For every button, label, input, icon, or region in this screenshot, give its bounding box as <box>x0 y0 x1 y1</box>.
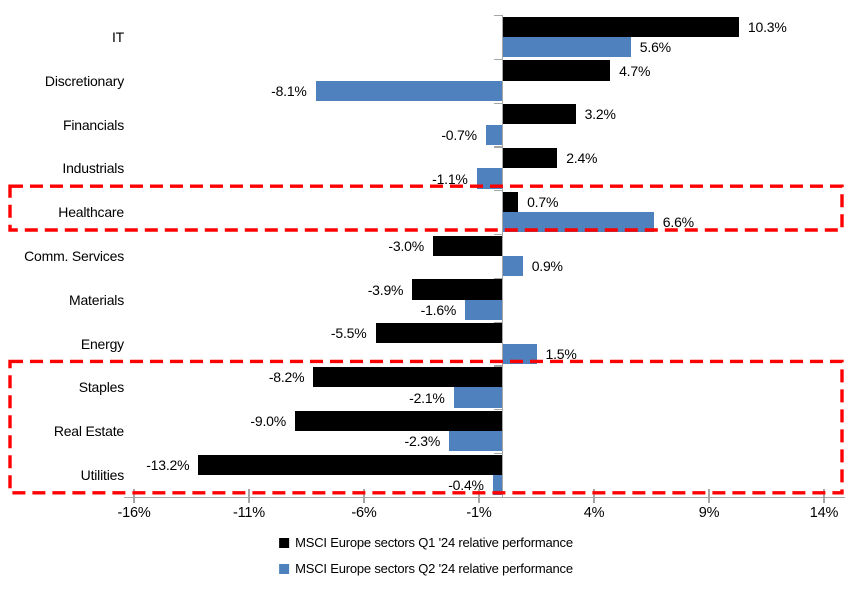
bar-q2 <box>502 256 523 277</box>
bar-q1 <box>412 279 502 300</box>
value-label: 0.9% <box>531 258 563 275</box>
legend: MSCI Europe sectors Q1 '24 relative perf… <box>279 535 573 576</box>
x-axis-tick-label: 9% <box>698 505 720 521</box>
value-axis-tick <box>248 489 250 503</box>
value-label: 5.6% <box>639 39 671 56</box>
value-label: -9.0% <box>250 412 286 429</box>
value-label: 10.3% <box>747 18 787 35</box>
bar-q2 <box>315 80 502 102</box>
value-axis-tick <box>133 489 135 503</box>
bar-q1 <box>313 367 502 388</box>
x-axis-tick-label: -1% <box>466 505 492 521</box>
category-axis-tick <box>494 365 502 367</box>
value-label: -8.2% <box>268 369 305 386</box>
value-label: -2.1% <box>409 389 445 406</box>
category-label: Materials <box>69 291 124 308</box>
x-axis-tick-label: -6% <box>351 505 377 521</box>
value-label: -8.1% <box>271 82 307 99</box>
bar-q2 <box>502 37 631 58</box>
category-label: Healthcare <box>58 204 124 221</box>
category-axis-tick <box>494 15 502 17</box>
value-label: 1.5% <box>545 345 577 362</box>
q1-legend-swatch <box>279 537 290 548</box>
bar-q1 <box>502 148 558 169</box>
category-axis-line <box>501 15 503 498</box>
x-axis-tick-label: -16% <box>117 505 151 521</box>
bar-q1 <box>375 323 502 344</box>
q1-legend-label: MSCI Europe sectors Q1 '24 relative perf… <box>295 535 573 550</box>
bar-q2 <box>502 343 537 364</box>
value-axis-tick <box>708 489 710 503</box>
category-axis-tick <box>494 102 502 104</box>
value-label: -0.7% <box>441 126 477 143</box>
category-axis-tick <box>494 190 502 192</box>
value-label: 3.2% <box>584 106 616 123</box>
value-axis-tick <box>478 489 480 503</box>
value-axis-tick <box>593 489 595 503</box>
x-axis-tick-label: 14% <box>809 505 839 521</box>
value-label: -1.6% <box>420 301 457 318</box>
value-label: -3.0% <box>388 237 424 254</box>
value-label: 0.7% <box>527 193 559 210</box>
value-label: -5.5% <box>330 325 367 342</box>
bar-q1 <box>295 410 502 432</box>
category-label: IT <box>111 28 124 45</box>
value-axis-tick <box>823 489 825 503</box>
value-axis-line <box>124 496 845 499</box>
category-label: Comm. Services <box>24 247 124 264</box>
value-label: -2.3% <box>404 433 441 450</box>
category-axis-tick <box>494 321 502 323</box>
bar-q2 <box>453 387 502 408</box>
category-axis-tick <box>494 146 502 148</box>
category-label: Real Estate <box>53 423 124 440</box>
value-axis-tick <box>363 489 365 503</box>
value-label: 6.6% <box>662 214 694 231</box>
x-axis-tick-label: 4% <box>583 505 605 521</box>
bar-q2 <box>476 168 502 189</box>
value-label: -1.1% <box>432 170 468 187</box>
legend-item-q1: MSCI Europe sectors Q1 '24 relative perf… <box>279 535 573 550</box>
bar-q1 <box>502 104 576 125</box>
value-label: 2.4% <box>566 150 598 167</box>
category-label: Industrials <box>62 160 124 177</box>
category-label: Financials <box>62 116 124 133</box>
category-axis-tick <box>494 453 502 455</box>
legend-item-q2: MSCI Europe sectors Q2 '24 relative perf… <box>279 561 573 576</box>
value-label: -3.9% <box>367 281 404 298</box>
bar-q2 <box>449 431 502 452</box>
bar-q1 <box>198 454 502 475</box>
bar-q1 <box>502 16 739 37</box>
category-label: Discretionary <box>44 72 124 89</box>
category-axis-tick <box>494 409 502 411</box>
category-label: Utilities <box>80 466 125 483</box>
bar-q2 <box>502 212 654 233</box>
bar-q1 <box>433 235 502 256</box>
q2-legend-label: MSCI Europe sectors Q2 '24 relative perf… <box>295 561 573 576</box>
bar-q1 <box>502 60 611 81</box>
value-label: 4.7% <box>619 62 651 79</box>
category-label: Staples <box>78 379 124 396</box>
healthcare-highlight <box>8 184 844 232</box>
category-axis-tick <box>494 277 502 280</box>
x-axis-tick-label: -11% <box>233 505 265 521</box>
bar-q1 <box>502 191 519 213</box>
category-axis-tick <box>494 234 502 236</box>
bar-q2 <box>485 124 502 145</box>
category-label: Energy <box>80 335 124 352</box>
q2-legend-swatch <box>279 563 290 574</box>
category-axis-tick <box>494 58 502 61</box>
value-label: -13.2% <box>146 456 190 473</box>
bar-q2 <box>465 299 502 321</box>
